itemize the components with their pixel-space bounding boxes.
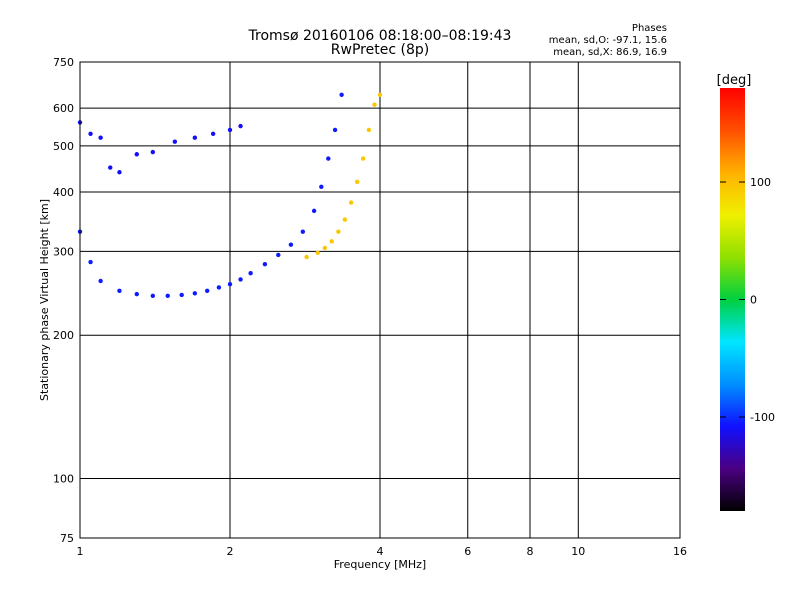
x-axis-ticks: 1 2 4 6 8 10 16	[77, 545, 688, 558]
scatter-point	[88, 131, 93, 136]
scatter-point	[98, 135, 103, 140]
scatter-point	[315, 250, 320, 256]
scatter-point	[238, 277, 243, 282]
scatter-point	[377, 92, 383, 97]
y-tick-label: 750	[53, 56, 74, 69]
phase-info-heading: Phases	[632, 23, 667, 34]
chart-subtitle: RwPretec (8p)	[331, 42, 429, 58]
scatter-point	[165, 293, 170, 299]
x-tick-label: 6	[464, 545, 471, 558]
scatter-point	[192, 291, 198, 296]
y-axis-ticks: 75 100 200 300 400 500 600 750	[53, 56, 74, 545]
x-tick-label: 1	[77, 545, 84, 558]
scatter-point	[204, 288, 210, 293]
scatter-point	[227, 282, 233, 287]
colorbar-tick-label: -100	[750, 411, 775, 424]
scatter-point	[238, 123, 243, 129]
y-tick-label: 600	[53, 102, 74, 115]
scatter-point	[134, 152, 139, 157]
scatter-point	[172, 139, 178, 144]
colorbar-tick-label: 0	[750, 294, 757, 307]
colorbar-ticks: 100 0 -100	[720, 176, 775, 424]
scatter-point	[332, 127, 338, 133]
x-tick-label: 16	[673, 545, 687, 558]
scatter-point	[372, 102, 377, 107]
plot-frame	[79, 61, 681, 539]
scatter-point	[216, 285, 222, 290]
scatter-point	[117, 170, 122, 175]
scatter-point	[262, 262, 268, 267]
x-tick-label: 8	[527, 545, 534, 558]
scatter-point	[150, 149, 156, 155]
scatter-point	[192, 135, 198, 140]
y-tick-label: 300	[53, 245, 74, 258]
scatter-point	[311, 208, 317, 214]
x-axis-label: Frequency [MHz]	[334, 558, 426, 571]
scatter-point	[304, 254, 309, 260]
scatter-point	[179, 292, 184, 298]
scatter-point	[329, 239, 334, 244]
scatter-point	[288, 242, 294, 247]
y-tick-label: 75	[60, 532, 74, 545]
scatter-point	[322, 245, 328, 251]
phase-info-x-mode: mean, sd,X: 86.9, 16.9	[553, 47, 667, 58]
scatter-point	[108, 165, 113, 170]
colorbar-tick-label: 100	[750, 176, 771, 189]
x-tick-label: 10	[571, 545, 585, 558]
scatter-point	[354, 179, 360, 185]
scatter-point	[319, 184, 324, 190]
scatter-point	[336, 229, 341, 234]
y-axis-label: Stationary phase Virtual Height [km]	[38, 199, 51, 401]
scatter-point	[150, 293, 156, 299]
phase-info-o-mode: mean, sd,O: -97.1, 15.6	[549, 35, 667, 46]
x-tick-label: 4	[377, 545, 384, 558]
y-tick-label: 500	[53, 140, 74, 153]
colorbar-label: [deg]	[717, 73, 752, 88]
scatter-point	[342, 217, 348, 222]
y-tick-label: 200	[53, 329, 74, 342]
scatter-point	[276, 252, 281, 258]
grid-lines	[80, 62, 680, 538]
scatter-point	[210, 131, 216, 136]
scatter-point	[117, 288, 122, 293]
scatter-point	[366, 127, 372, 133]
scatter-point	[326, 156, 331, 161]
scatter-point	[360, 156, 366, 161]
scatter-point	[348, 200, 354, 205]
chart-title: Tromsø 20160106 08:18:00–08:19:43	[248, 28, 512, 44]
data-points	[77, 92, 383, 299]
y-tick-label: 400	[53, 186, 74, 199]
x-tick-label: 2	[227, 545, 234, 558]
y-tick-label: 100	[53, 473, 74, 486]
scatter-point	[134, 291, 139, 297]
scatter-point	[227, 127, 233, 133]
scatter-point	[300, 229, 306, 234]
scatter-point	[339, 92, 344, 97]
scatter-point	[88, 259, 93, 265]
scatter-point	[248, 271, 253, 276]
scatter-point	[98, 278, 103, 284]
